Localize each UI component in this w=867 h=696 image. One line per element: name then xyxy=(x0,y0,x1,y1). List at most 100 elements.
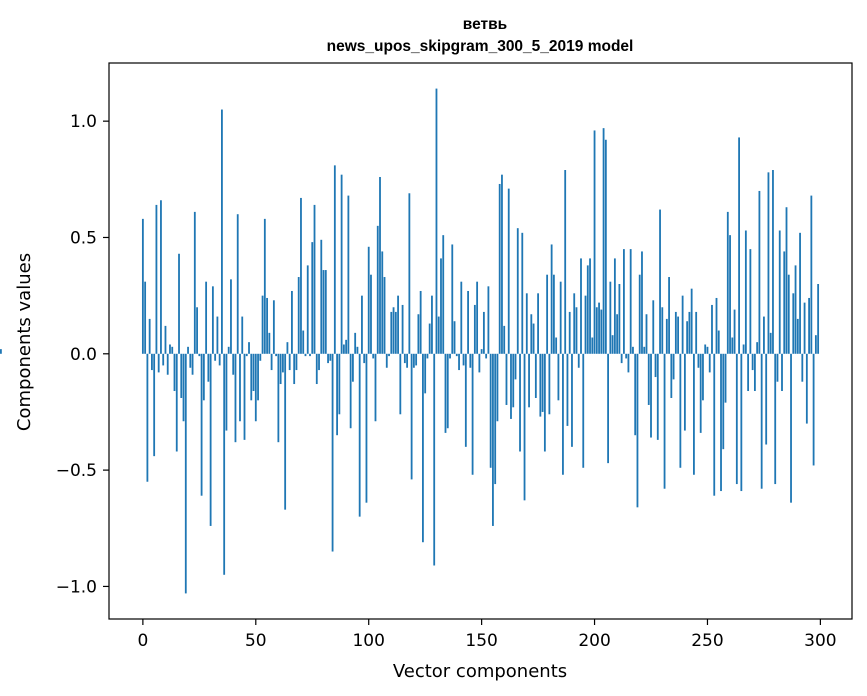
bar xyxy=(532,323,535,354)
bar xyxy=(428,323,431,354)
bar xyxy=(638,274,641,354)
bar xyxy=(293,353,296,385)
bar xyxy=(275,353,278,357)
bar xyxy=(424,353,427,394)
bar xyxy=(324,270,327,354)
bar xyxy=(239,353,241,422)
bar xyxy=(347,195,350,354)
bar xyxy=(444,353,447,433)
bar xyxy=(221,109,223,354)
bar xyxy=(397,295,399,354)
bar xyxy=(735,353,738,485)
bar xyxy=(729,235,731,354)
bar xyxy=(670,353,673,398)
bar xyxy=(401,304,404,354)
bar xyxy=(361,295,363,354)
bar xyxy=(763,316,765,354)
bar xyxy=(453,321,456,354)
bar xyxy=(431,295,433,354)
bar xyxy=(182,353,185,422)
bar xyxy=(166,353,169,375)
bar xyxy=(641,251,643,354)
bar xyxy=(808,297,810,354)
bar xyxy=(189,353,192,368)
bar xyxy=(295,353,298,371)
bar xyxy=(451,244,454,354)
bar xyxy=(647,353,650,405)
bar xyxy=(426,353,429,359)
bar xyxy=(645,314,648,354)
bar xyxy=(442,235,445,354)
bar xyxy=(623,249,625,354)
bar xyxy=(209,353,212,526)
bar xyxy=(636,353,639,508)
bar xyxy=(354,332,357,354)
bar xyxy=(546,274,549,354)
bar xyxy=(338,353,341,415)
x-tick-label: 200 xyxy=(578,631,610,651)
bar xyxy=(187,346,189,354)
bar xyxy=(774,353,777,485)
bar xyxy=(164,325,167,354)
bar xyxy=(530,314,533,354)
x-tick-label: 100 xyxy=(352,631,384,651)
bar xyxy=(148,318,151,354)
bar xyxy=(417,314,420,354)
bar xyxy=(543,353,546,452)
bar xyxy=(394,311,397,354)
bar xyxy=(796,318,799,354)
bar xyxy=(446,353,449,429)
bar xyxy=(473,304,476,354)
bar xyxy=(433,353,436,566)
bar xyxy=(435,88,438,354)
bar xyxy=(160,200,162,354)
bar xyxy=(697,353,700,368)
bar xyxy=(464,353,467,447)
bar xyxy=(462,353,465,366)
bar xyxy=(392,307,395,354)
bar xyxy=(302,330,305,354)
bar xyxy=(207,353,210,382)
bar xyxy=(259,353,262,361)
bar xyxy=(625,353,628,359)
bar xyxy=(250,353,253,401)
bar xyxy=(216,316,219,354)
bar xyxy=(311,242,314,354)
x-axis-ticks: 0 50 100 150 200 250 300 xyxy=(137,619,837,651)
bar xyxy=(501,174,503,354)
bar xyxy=(688,311,691,354)
bar xyxy=(248,342,250,354)
bar xyxy=(512,353,515,408)
bar xyxy=(365,353,368,503)
bar xyxy=(629,249,632,354)
bar xyxy=(613,258,616,354)
bar xyxy=(485,353,488,359)
bar xyxy=(604,139,607,354)
bar xyxy=(584,295,587,354)
bar xyxy=(0,349,2,354)
bar xyxy=(740,353,743,492)
bar xyxy=(787,274,790,354)
bar xyxy=(471,353,474,475)
bar xyxy=(358,353,361,517)
bar xyxy=(449,353,451,359)
bar xyxy=(672,353,675,380)
bar xyxy=(286,342,289,354)
bar xyxy=(790,353,792,503)
bar xyxy=(263,218,266,354)
bar xyxy=(318,353,320,371)
bar xyxy=(519,353,521,452)
bar xyxy=(498,183,501,354)
bar xyxy=(225,353,228,431)
bar xyxy=(783,251,786,354)
x-tick-label: 50 xyxy=(245,631,267,651)
y-axis-ticks: −1.0 −0.5 0.0 0.5 1.0 xyxy=(56,112,109,597)
bar xyxy=(552,274,555,354)
bar xyxy=(345,339,348,354)
bar xyxy=(266,297,268,354)
bar xyxy=(440,258,442,354)
bar xyxy=(706,346,709,354)
bar xyxy=(817,284,820,354)
bar xyxy=(422,353,424,543)
bar xyxy=(557,353,560,401)
